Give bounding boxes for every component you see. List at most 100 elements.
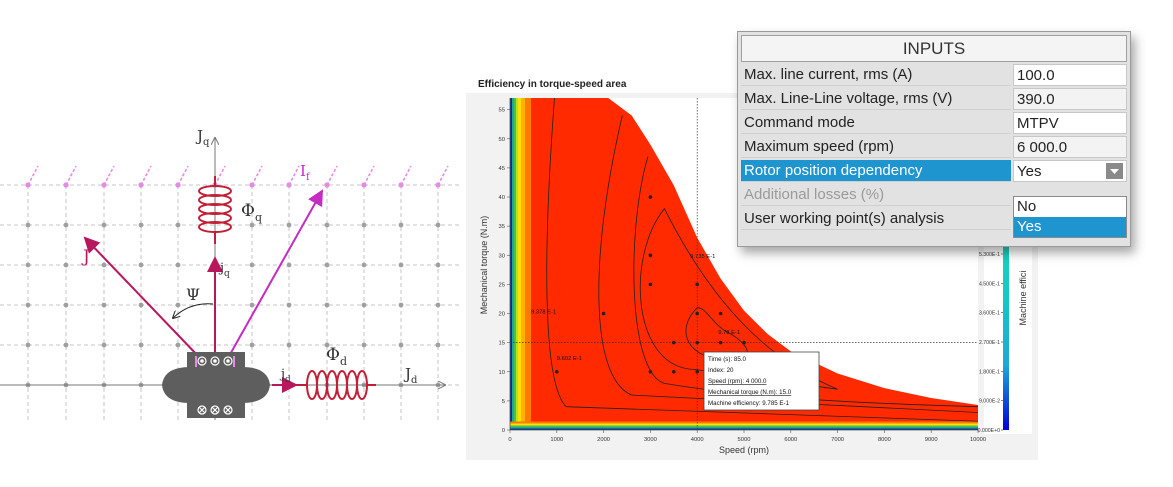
contour-label: 9.602 E-1 <box>557 356 582 362</box>
maximum-speed-value[interactable]: 6 000.0 <box>1013 136 1127 158</box>
grid-dot <box>63 302 69 308</box>
x-tick-label: 1000 <box>550 437 563 443</box>
operating-point[interactable] <box>555 369 559 374</box>
grid-dot <box>249 302 255 308</box>
colorbar-tick-label: 9.000E-2 <box>979 399 1000 405</box>
row-label: Max. Line-Line voltage, rms (V) <box>741 88 1011 110</box>
y-tick-label: 55 <box>499 108 505 114</box>
inputs-header: INPUTS <box>741 35 1127 62</box>
operating-point[interactable] <box>718 311 723 316</box>
max-voltage-value[interactable]: 390.0 <box>1013 88 1127 110</box>
grid-dot <box>101 222 107 228</box>
efficiency-band <box>510 421 978 424</box>
rotor-position-select[interactable]: Yes <box>1013 160 1127 182</box>
tooltip-line: Speed (rpm): 4 000.0 <box>708 378 767 385</box>
q-coil <box>198 176 232 244</box>
operating-point[interactable] <box>672 340 676 345</box>
row-rotor-position-dependency[interactable]: Rotor position dependency Yes <box>741 160 1127 182</box>
row-max-voltage[interactable]: Max. Line-Line voltage, rms (V) 390.0 <box>741 88 1127 110</box>
grid-dot <box>361 302 367 308</box>
row-user-working-point[interactable]: User working point(s) analysis <box>741 208 1127 230</box>
grid-dot <box>25 262 31 268</box>
row-additional-losses: Additional losses (%) <box>741 184 1127 206</box>
efficiency-band <box>510 423 978 426</box>
operating-point[interactable] <box>648 282 653 287</box>
contour-label: 9.735 E-1 <box>690 254 715 260</box>
select-value: Yes <box>1017 163 1042 180</box>
efficiency-band <box>510 98 512 430</box>
grid-dot <box>398 262 404 268</box>
x-tick-label: 3000 <box>644 437 657 443</box>
psi-angle-arc <box>173 303 214 318</box>
operating-point[interactable] <box>672 369 676 374</box>
colorbar-tick-label: 4.500E-1 <box>979 281 1000 287</box>
max-line-current-value[interactable]: 100.0 <box>1013 64 1127 86</box>
grid-dot <box>249 262 255 268</box>
operating-point[interactable] <box>695 282 699 287</box>
row-label: Command mode <box>741 112 1011 134</box>
operating-point[interactable] <box>601 311 606 316</box>
x-tick-label: 0 <box>508 437 511 443</box>
operating-point[interactable] <box>718 340 723 345</box>
row-maximum-speed[interactable]: Maximum speed (rpm) 6 000.0 <box>741 136 1127 158</box>
grid-dot <box>101 302 107 308</box>
x-tick-label: 5000 <box>738 437 751 443</box>
tooltip-line: Index: 20 <box>708 367 734 374</box>
chevron-down-icon <box>1110 169 1119 174</box>
operating-point[interactable] <box>695 340 699 345</box>
row-label: Max. line current, rms (A) <box>741 64 1011 86</box>
grid-dot <box>175 302 181 308</box>
row-label: Rotor position dependency <box>741 160 1011 182</box>
j-vector-label: J <box>81 247 90 267</box>
colorbar <box>1003 246 1009 430</box>
grid-dot <box>138 262 144 268</box>
colorbar-title: Machine effici <box>1018 271 1028 326</box>
efficiency-band <box>516 98 518 430</box>
x-tick-label: 9000 <box>925 437 938 443</box>
grid-dot <box>25 222 31 228</box>
data-tooltip: Time (s): 85.0 Index: 20 Speed (rpm): 4 … <box>703 351 820 411</box>
row-command-mode[interactable]: Command mode MTPV <box>741 112 1127 134</box>
efficiency-region <box>510 98 978 430</box>
efficiency-band <box>525 98 531 430</box>
grid-dot <box>286 222 292 228</box>
psi-label: Ψ <box>186 285 200 304</box>
grid-dot <box>286 342 292 348</box>
grid-dot <box>324 342 330 348</box>
grid-dot <box>435 302 441 308</box>
grid-dot <box>361 222 367 228</box>
contour-line <box>598 115 979 413</box>
grid-dot <box>324 302 330 308</box>
if-vector-label: If <box>300 162 311 183</box>
operating-point[interactable] <box>695 311 699 316</box>
x-tick-label: 10000 <box>970 437 986 443</box>
grid-dot <box>361 342 367 348</box>
rotor-conductors <box>197 356 233 415</box>
operating-point[interactable] <box>695 369 699 374</box>
inputs-panel: INPUTS Max. line current, rms (A) 100.0 … <box>737 31 1131 247</box>
grid-dot <box>398 302 404 308</box>
contour-label: 9.78 E-1 <box>718 330 740 336</box>
y-tick-label: 45 <box>499 166 505 172</box>
grid-dot <box>63 262 69 268</box>
efficiency-band <box>514 98 516 430</box>
option-no[interactable]: No <box>1017 198 1037 215</box>
x-tick-label: 4000 <box>691 437 704 443</box>
grid-dot <box>25 302 31 308</box>
rotor-magnet-ticks <box>195 356 235 367</box>
grid-dot <box>398 222 404 228</box>
operating-point[interactable] <box>742 340 746 345</box>
grid-dot <box>361 262 367 268</box>
colorbar-tick-label: 3.600E-1 <box>979 311 1000 317</box>
grid-dot <box>25 342 31 348</box>
option-yes[interactable]: Yes <box>1014 217 1126 237</box>
grid-dot <box>435 262 441 268</box>
row-max-line-current[interactable]: Max. line current, rms (A) 100.0 <box>741 64 1127 86</box>
grid-dot <box>138 222 144 228</box>
dropdown-button[interactable] <box>1106 163 1123 179</box>
command-mode-value[interactable]: MTPV <box>1013 112 1127 134</box>
operating-point[interactable] <box>648 369 653 374</box>
grid-dot <box>324 262 330 268</box>
operating-point[interactable] <box>648 195 653 199</box>
operating-point[interactable] <box>648 253 653 258</box>
